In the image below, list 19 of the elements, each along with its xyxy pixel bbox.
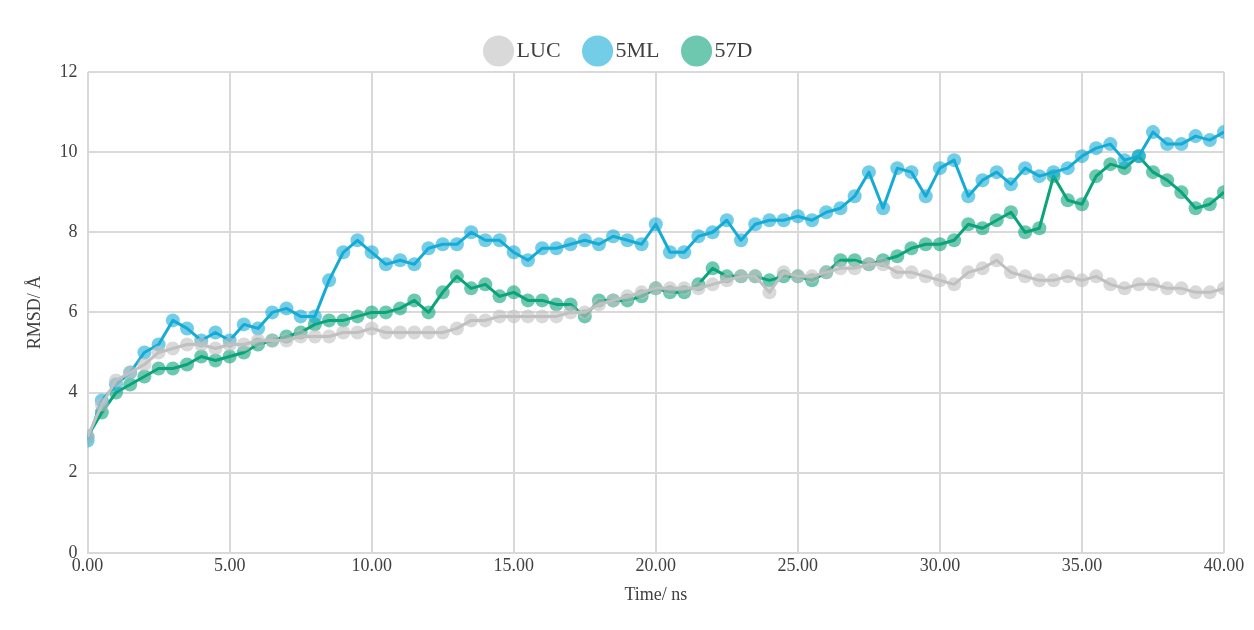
x-tick-label: 10.00 xyxy=(351,555,392,576)
legend-label: 57D xyxy=(714,36,753,62)
y-tick-label: 6 xyxy=(68,301,78,322)
x-tick-label: 20.00 xyxy=(635,555,677,576)
x-axis-title: Time/ ns xyxy=(624,583,688,604)
y-tick-label: 2 xyxy=(68,461,78,482)
x-tick-label: 25.00 xyxy=(777,555,819,576)
x-tick-label: 5.00 xyxy=(213,555,246,576)
x-tick-label: 15.00 xyxy=(493,555,534,576)
y-axis-title: RMSD/ Å xyxy=(23,275,44,350)
y-tick-label: 8 xyxy=(68,221,78,241)
x-tick-label: 30.00 xyxy=(919,555,961,576)
x-tick-label: 35.00 xyxy=(1061,555,1103,576)
x-tick-label: 40.00 xyxy=(1203,555,1245,576)
y-tick-label: 4 xyxy=(68,381,78,402)
y-tick-label: 10 xyxy=(59,140,78,161)
legend-label: 5ML xyxy=(615,36,660,62)
legend-label: LUC xyxy=(516,36,561,62)
y-tick-label: 12 xyxy=(59,60,78,81)
